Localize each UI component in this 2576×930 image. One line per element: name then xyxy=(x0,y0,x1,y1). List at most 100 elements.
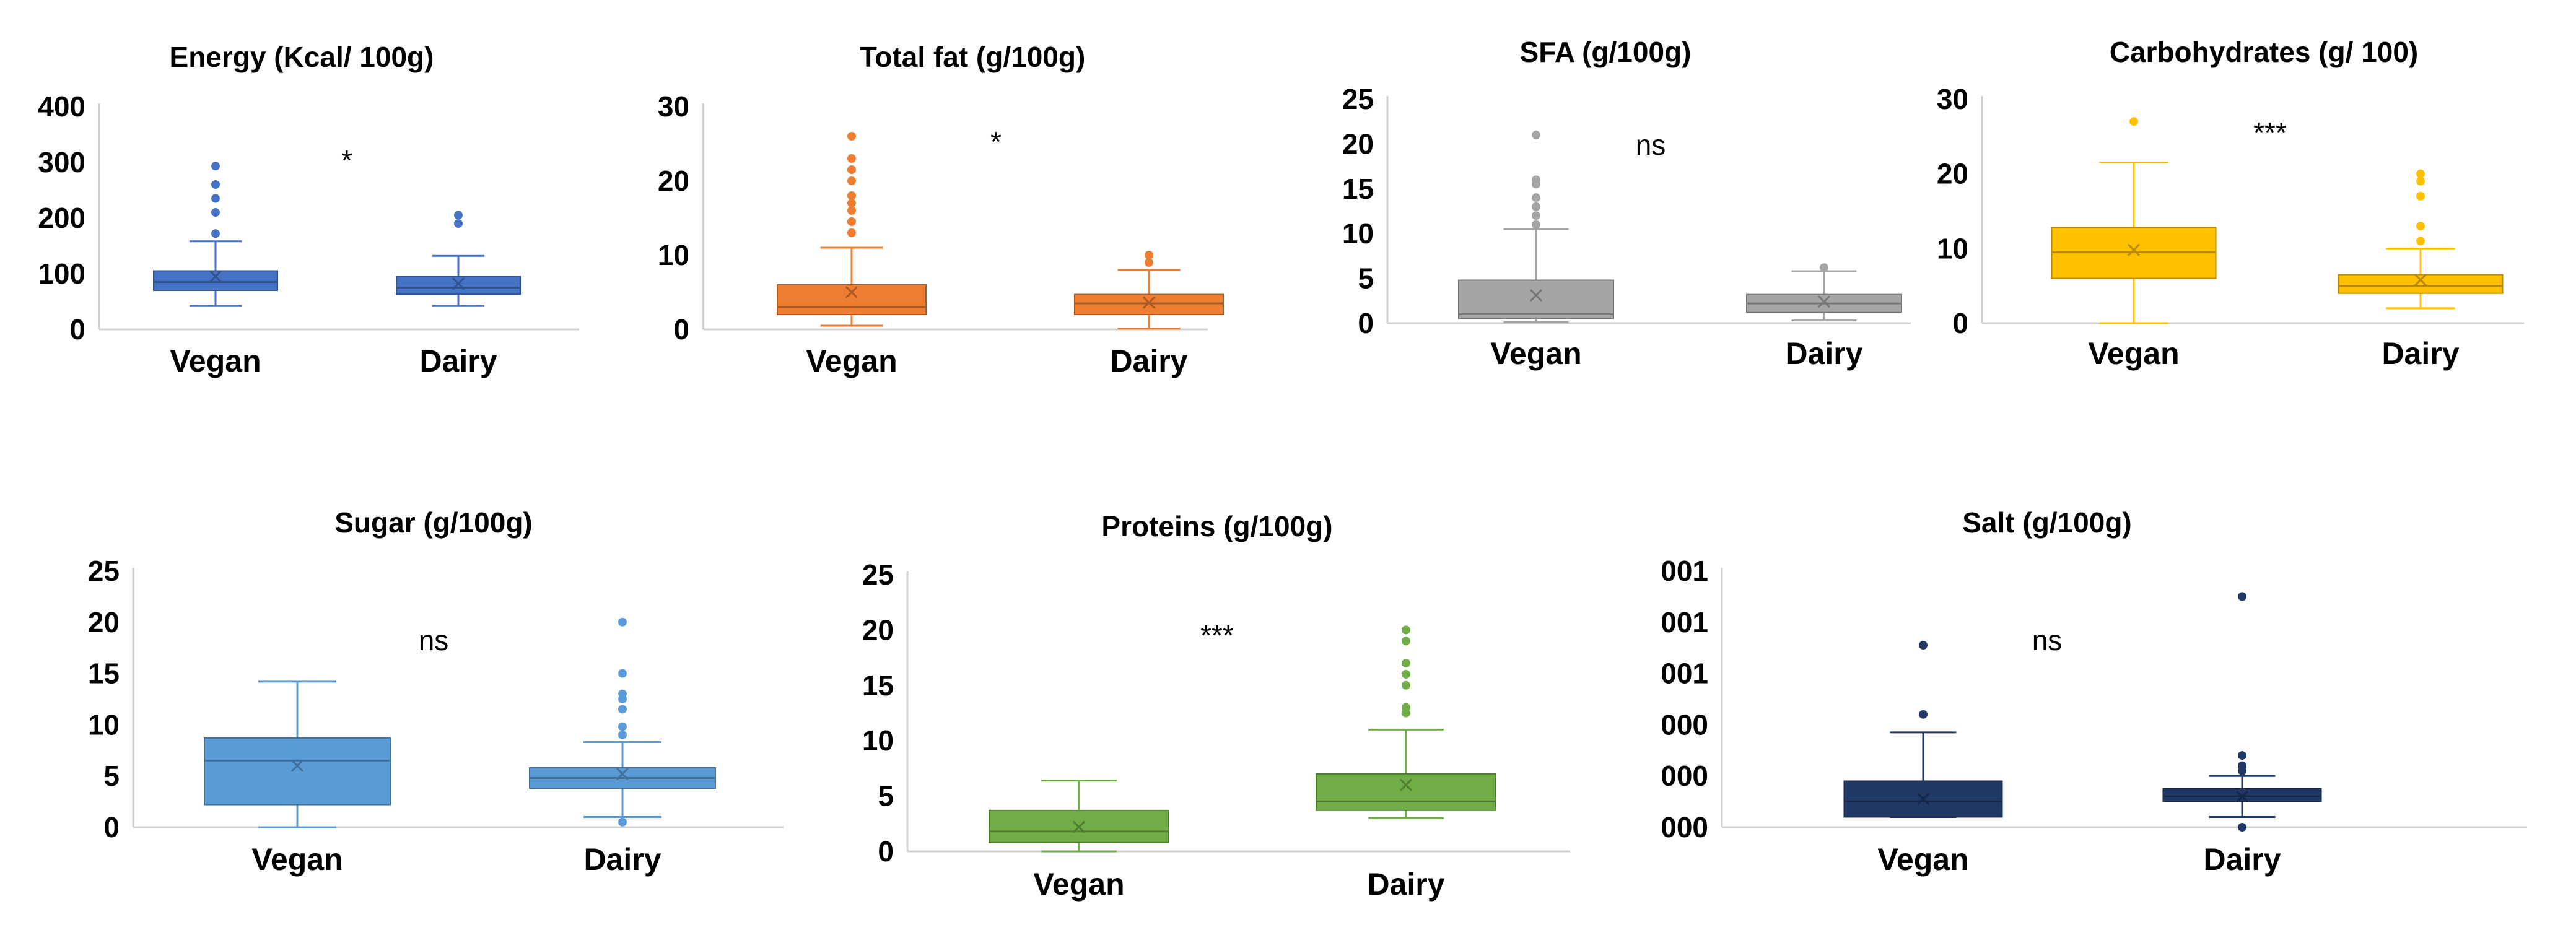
box-vegan xyxy=(2051,117,2217,324)
box-dairy xyxy=(1074,251,1224,330)
outlier-point xyxy=(1402,659,1410,668)
outlier-point xyxy=(1402,703,1410,712)
y-tick-label: 30 xyxy=(1937,83,1968,115)
outlier-point xyxy=(2238,823,2246,832)
outlier-point xyxy=(618,669,627,678)
box-vegan xyxy=(777,132,927,327)
y-tick-label: 0 xyxy=(103,811,120,843)
category-label: Dairy xyxy=(1110,344,1187,378)
iqr-box xyxy=(2338,274,2504,294)
y-tick-label: 20 xyxy=(658,165,689,197)
y-tick-label: 100 xyxy=(38,258,85,290)
y-tick-label: 10 xyxy=(862,724,894,757)
box-dairy xyxy=(1316,625,1496,819)
outlier-point xyxy=(2416,191,2425,201)
y-tick-label: 15 xyxy=(862,669,894,702)
box-dairy xyxy=(2162,592,2322,832)
outlier-point xyxy=(1532,202,1540,211)
box-dairy xyxy=(2338,169,2504,310)
mean-marker xyxy=(2235,790,2249,803)
y-tick-label: 0 xyxy=(878,835,894,867)
outlier-point xyxy=(2416,237,2425,246)
outlier-point xyxy=(2238,592,2246,601)
category-label: Dairy xyxy=(2203,842,2281,877)
mean-marker xyxy=(1072,820,1086,833)
outlier-point xyxy=(1532,220,1540,229)
y-tick-label: 200 xyxy=(38,202,85,234)
outlier-point xyxy=(2238,761,2246,770)
outlier-point xyxy=(2416,222,2425,231)
category-label: Dairy xyxy=(1785,336,1862,371)
iqr-box xyxy=(1458,279,1614,319)
mean-marker xyxy=(1817,295,1831,308)
mean-marker xyxy=(290,759,304,772)
y-tick-label: 0 xyxy=(69,313,85,345)
outlier-point xyxy=(618,722,627,731)
outlier-point xyxy=(1145,251,1153,259)
outlier-point xyxy=(2129,117,2138,126)
y-tick-label: 10 xyxy=(1937,232,1968,264)
y-tick-label: 001 xyxy=(1661,606,1708,638)
outlier-point xyxy=(1145,258,1153,267)
chart-panel-6: Proteins (g/100g) 25 20 15 10 5 0 *** Vegan Dairy xyxy=(862,510,1570,902)
y-tick-label: 25 xyxy=(1342,83,1374,115)
category-label: Dairy xyxy=(583,842,661,877)
iqr-box xyxy=(1074,293,1224,316)
significance-label: * xyxy=(341,144,352,176)
chart-panel-7: Salt (g/100g) 001 001 001 000 000 000 ns Vegan Da… xyxy=(1661,506,2527,877)
y-tick-label: 20 xyxy=(88,606,120,638)
outlier-point xyxy=(2416,176,2425,186)
outlier-point xyxy=(1532,211,1540,220)
mean-marker xyxy=(2414,273,2427,287)
outlier-point xyxy=(847,165,856,174)
outlier-point xyxy=(211,180,220,189)
y-tick-label: 10 xyxy=(88,708,120,741)
outlier-point xyxy=(211,194,220,203)
outlier-point xyxy=(618,730,627,739)
chart-panel-3: SFA (g/100g) 25 20 15 10 5 0 ns Vegan Dairy xyxy=(1342,36,1911,371)
outlier-point xyxy=(2238,751,2246,760)
y-tick-label: 15 xyxy=(1342,173,1374,205)
chart-title: Sugar (g/100g) xyxy=(334,506,533,539)
mean-marker xyxy=(616,767,629,780)
category-label: Dairy xyxy=(419,344,497,378)
category-label: Vegan xyxy=(251,842,343,877)
category-label: Dairy xyxy=(2382,336,2459,371)
y-tick-label: 25 xyxy=(88,555,120,587)
y-tick-label: 000 xyxy=(1661,708,1708,741)
outlier-point xyxy=(211,229,220,238)
outlier-point xyxy=(618,689,627,698)
y-tick-label: 000 xyxy=(1661,811,1708,843)
y-tick-label: 25 xyxy=(862,558,894,591)
chart-title: Energy (Kcal/ 100g) xyxy=(170,41,434,73)
chart-panel-4: Carbohydrates (g/ 100) 30 20 10 0 *** Vegan Dai… xyxy=(1937,36,2524,371)
significance-label: ns xyxy=(419,624,449,656)
outlier-point xyxy=(847,206,856,215)
y-tick-label: 001 xyxy=(1661,658,1708,690)
y-tick-label: 5 xyxy=(103,760,120,792)
box-vegan xyxy=(1458,130,1614,324)
box-vegan xyxy=(153,162,278,307)
significance-label: * xyxy=(990,126,1002,158)
mean-marker xyxy=(2127,243,2141,256)
y-tick-label: 10 xyxy=(658,239,689,271)
outlier-point xyxy=(454,211,463,220)
outlier-point xyxy=(1402,680,1410,690)
y-tick-label: 5 xyxy=(878,780,894,812)
box-dairy xyxy=(529,617,716,827)
iqr-box xyxy=(1316,773,1496,811)
outlier-point xyxy=(454,219,463,228)
iqr-box xyxy=(396,276,521,295)
outlier-point xyxy=(847,217,856,226)
category-label: Vegan xyxy=(1490,336,1581,371)
significance-label: *** xyxy=(2253,116,2287,149)
significance-label: *** xyxy=(1200,619,1234,651)
y-tick-label: 0 xyxy=(1358,307,1374,339)
outlier-point xyxy=(847,228,856,237)
outlier-point xyxy=(1532,175,1540,185)
category-label: Vegan xyxy=(806,344,897,378)
box-dairy xyxy=(1746,263,1902,322)
category-label: Vegan xyxy=(1877,842,1968,877)
mean-marker xyxy=(1529,289,1543,302)
box-vegan xyxy=(204,680,391,828)
